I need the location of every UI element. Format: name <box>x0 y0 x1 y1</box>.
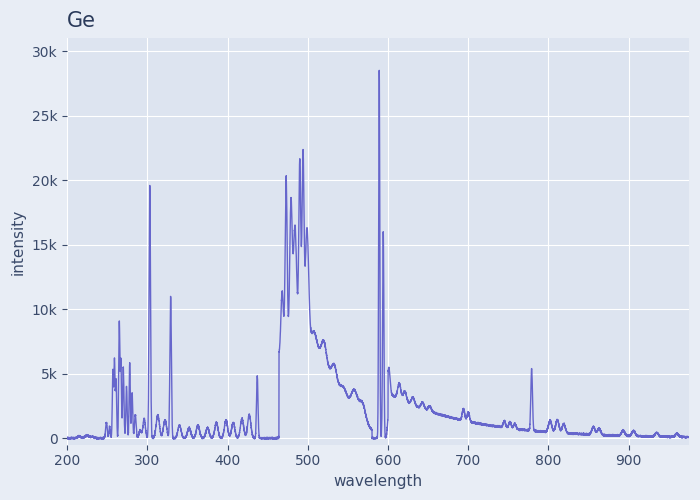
Text: Ge: Ge <box>67 11 96 31</box>
Y-axis label: intensity: intensity <box>11 208 26 274</box>
X-axis label: wavelength: wavelength <box>333 474 423 489</box>
